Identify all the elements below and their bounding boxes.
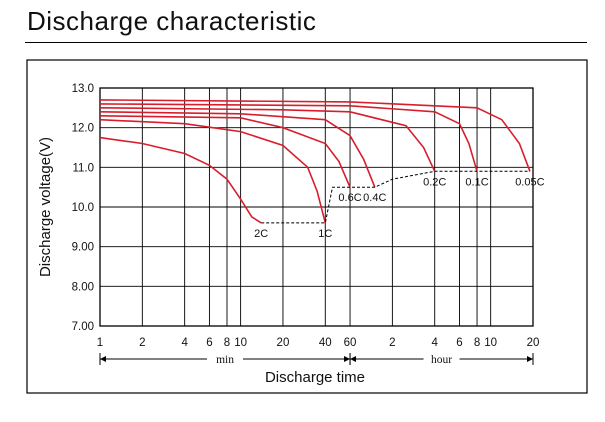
curve-label-0-6C: 0.6C bbox=[338, 192, 361, 204]
curve-1C bbox=[99, 118, 327, 224]
x-tick-label: 6 bbox=[206, 337, 212, 349]
curve-0-2C bbox=[99, 107, 436, 172]
y-axis-title: Discharge voltage(V) bbox=[37, 137, 54, 277]
chart-frame bbox=[26, 59, 588, 394]
x-tick-label: 6 bbox=[456, 337, 462, 349]
curve-2C bbox=[99, 136, 262, 224]
curve-label-0-1C: 0.1C bbox=[465, 176, 488, 188]
y-tick-labels: 7.00 8.00 9.00 10.0 11.0 12.0 13.0 bbox=[72, 83, 94, 333]
x-tick-label: 20 bbox=[527, 337, 540, 349]
x-tick-label: 2 bbox=[139, 337, 145, 349]
x-axis-title: Discharge time bbox=[265, 369, 365, 386]
title-underline bbox=[25, 42, 587, 43]
x-tick-label: 2 bbox=[389, 337, 395, 349]
unit-label-hour: hour bbox=[431, 354, 452, 366]
y-tick-label: 10.0 bbox=[72, 202, 94, 214]
unit-arrow-head bbox=[527, 356, 533, 362]
y-tick-label: 8.00 bbox=[72, 281, 94, 293]
y-tick-label: 9.00 bbox=[72, 242, 94, 254]
discharge-curves bbox=[99, 99, 531, 224]
unit-arrow-head bbox=[350, 356, 357, 362]
x-tick-label: 20 bbox=[277, 337, 290, 349]
x-tick-label: 8 bbox=[224, 337, 230, 349]
x-tick-label: 10 bbox=[484, 337, 497, 349]
unit-arrow-head bbox=[344, 356, 351, 362]
y-tick-label: 13.0 bbox=[72, 83, 94, 95]
unit-arrow-head bbox=[100, 356, 106, 362]
curve-label-1C: 1C bbox=[318, 228, 332, 240]
curve-label-0-2C: 0.2C bbox=[423, 176, 446, 188]
curve-0-1C bbox=[99, 103, 478, 172]
x-tick-label: 4 bbox=[432, 337, 439, 349]
x-tick-label: 1 bbox=[97, 337, 103, 349]
plot-border bbox=[99, 87, 534, 327]
x-tick-label: 4 bbox=[181, 337, 188, 349]
x-tick-label: 10 bbox=[234, 337, 247, 349]
page-title: Discharge characteristic bbox=[27, 6, 317, 36]
curve-label-2C: 2C bbox=[254, 228, 268, 240]
x-tick-label: 40 bbox=[319, 337, 332, 349]
cutoff-path bbox=[261, 170, 530, 224]
grid bbox=[99, 87, 534, 327]
x-tick-label: 8 bbox=[474, 337, 480, 349]
x-tick-labels: 1 2 4 6 8 10 20 40 60 2 4 6 8 10 20 bbox=[97, 337, 540, 349]
curve-label-0-05C: 0.05C bbox=[515, 176, 544, 188]
curve-0-05C bbox=[99, 99, 531, 172]
curve-label-0-4C: 0.4C bbox=[363, 192, 386, 204]
curve-labels: 2C 1C 0.6C 0.4C 0.2C 0.1C 0.05C bbox=[254, 176, 544, 240]
y-tick-label: 7.00 bbox=[72, 321, 94, 333]
curve-0-4C bbox=[99, 111, 376, 188]
time-unit-arrows: min hour bbox=[99, 353, 534, 366]
curve-0-6C bbox=[99, 115, 351, 188]
y-tick-label: 12.0 bbox=[72, 123, 94, 135]
cutoff-line bbox=[261, 170, 530, 224]
unit-label-min: min bbox=[216, 354, 234, 366]
y-tick-label: 11.0 bbox=[72, 162, 94, 174]
x-tick-label: 60 bbox=[344, 337, 357, 349]
